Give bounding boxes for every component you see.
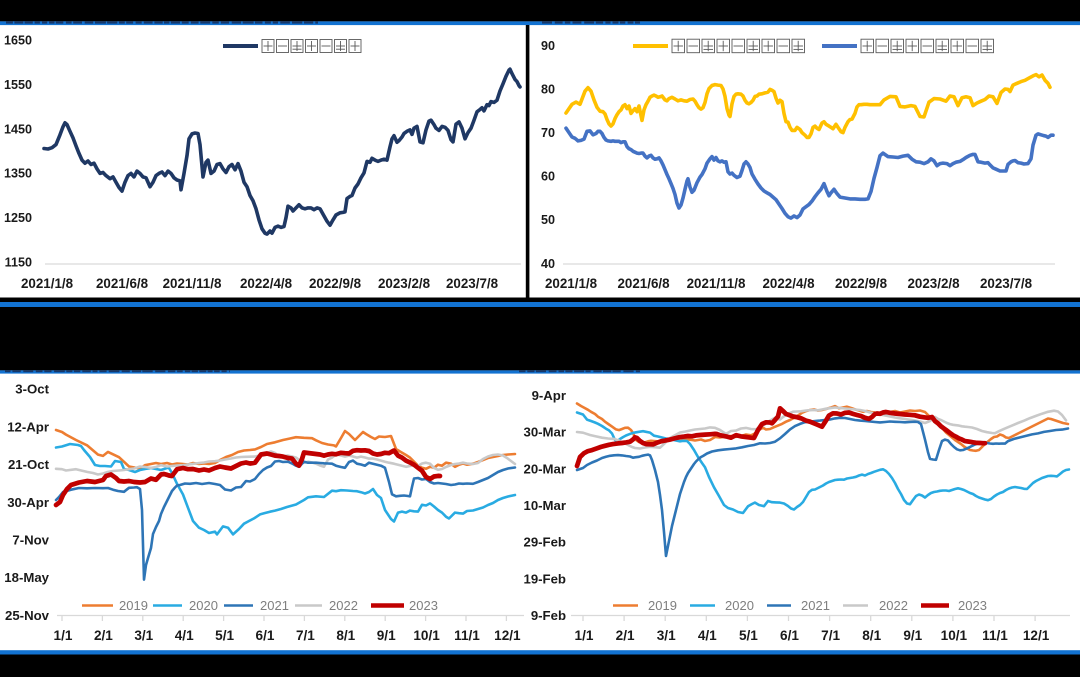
svg-text:50: 50 xyxy=(541,213,555,227)
svg-text:10/1: 10/1 xyxy=(941,628,968,643)
svg-text:1650: 1650 xyxy=(4,34,32,48)
svg-text:8/1: 8/1 xyxy=(862,628,881,643)
svg-text:5/1: 5/1 xyxy=(215,628,234,643)
svg-text:4/1: 4/1 xyxy=(698,628,717,643)
svg-text:18-May: 18-May xyxy=(4,570,49,585)
svg-text:20-Mar: 20-Mar xyxy=(523,461,566,476)
svg-text:9/1: 9/1 xyxy=(377,628,396,643)
svg-text:12/1: 12/1 xyxy=(1023,628,1050,643)
svg-text:90: 90 xyxy=(541,39,555,53)
svg-text:25-Nov: 25-Nov xyxy=(5,608,50,623)
svg-text:2021: 2021 xyxy=(801,598,830,613)
svg-text:1/1: 1/1 xyxy=(54,628,73,643)
svg-text:6/1: 6/1 xyxy=(256,628,275,643)
svg-text:2022/4/8: 2022/4/8 xyxy=(240,276,293,291)
svg-text:2019: 2019 xyxy=(119,598,148,613)
svg-text:60: 60 xyxy=(541,170,555,184)
svg-text:11/1: 11/1 xyxy=(454,628,480,643)
svg-text:2022: 2022 xyxy=(879,598,908,613)
svg-text:11/1: 11/1 xyxy=(982,628,1008,643)
svg-text:2023: 2023 xyxy=(958,598,987,613)
svg-text:2021/6/8: 2021/6/8 xyxy=(617,276,670,291)
svg-text:9-Apr: 9-Apr xyxy=(532,388,566,403)
svg-text:21-Oct: 21-Oct xyxy=(8,457,50,472)
svg-text:3/1: 3/1 xyxy=(657,628,676,643)
svg-text:5/1: 5/1 xyxy=(739,628,758,643)
svg-text:2023: 2023 xyxy=(409,598,438,613)
svg-text:2019: 2019 xyxy=(648,598,677,613)
svg-text:30-Apr: 30-Apr xyxy=(7,495,49,510)
svg-text:10/1: 10/1 xyxy=(413,628,440,643)
svg-text:2023/7/8: 2023/7/8 xyxy=(980,276,1033,291)
svg-text:29-Feb: 29-Feb xyxy=(523,535,566,550)
svg-text:30-Mar: 30-Mar xyxy=(523,425,566,440)
svg-text:2023/7/8: 2023/7/8 xyxy=(446,276,499,291)
svg-text:7-Nov: 7-Nov xyxy=(12,533,49,548)
svg-text:2022/4/8: 2022/4/8 xyxy=(762,276,815,291)
svg-text:6/1: 6/1 xyxy=(780,628,799,643)
svg-text:4/1: 4/1 xyxy=(175,628,194,643)
svg-text:2021/6/8: 2021/6/8 xyxy=(96,276,149,291)
svg-text:12-Apr: 12-Apr xyxy=(7,419,49,434)
svg-text:2022: 2022 xyxy=(329,598,358,613)
svg-text:7/1: 7/1 xyxy=(296,628,315,643)
svg-text:3-Oct: 3-Oct xyxy=(15,382,49,397)
svg-text:2022/9/8: 2022/9/8 xyxy=(309,276,362,291)
svg-text:2021: 2021 xyxy=(260,598,289,613)
svg-text:2/1: 2/1 xyxy=(94,628,113,643)
svg-text:2020: 2020 xyxy=(189,598,218,613)
svg-text:1350: 1350 xyxy=(4,167,32,181)
svg-text:10-Mar: 10-Mar xyxy=(523,498,566,513)
svg-text:2/1: 2/1 xyxy=(616,628,635,643)
svg-text:80: 80 xyxy=(541,82,555,96)
svg-text:9-Feb: 9-Feb xyxy=(531,608,566,623)
svg-text:1450: 1450 xyxy=(4,122,32,136)
svg-text:1/1: 1/1 xyxy=(575,628,594,643)
svg-text:12/1: 12/1 xyxy=(494,628,521,643)
svg-text:70: 70 xyxy=(541,126,555,140)
svg-text:2021/11/8: 2021/11/8 xyxy=(163,276,222,291)
svg-text:2023/2/8: 2023/2/8 xyxy=(378,276,431,291)
svg-text:1550: 1550 xyxy=(4,78,32,92)
svg-text:1250: 1250 xyxy=(4,211,32,225)
svg-text:3/1: 3/1 xyxy=(134,628,153,643)
svg-text:19-Feb: 19-Feb xyxy=(523,572,566,587)
svg-text:2023/2/8: 2023/2/8 xyxy=(907,276,960,291)
svg-text:2021/1/8: 2021/1/8 xyxy=(21,276,74,291)
svg-text:40: 40 xyxy=(541,257,555,271)
svg-text:7/1: 7/1 xyxy=(821,628,840,643)
svg-text:2020: 2020 xyxy=(725,598,754,613)
svg-text:8/1: 8/1 xyxy=(336,628,355,643)
svg-text:1150: 1150 xyxy=(5,255,32,269)
svg-text:2021/11/8: 2021/11/8 xyxy=(687,276,746,291)
svg-text:9/1: 9/1 xyxy=(903,628,922,643)
svg-text:2021/1/8: 2021/1/8 xyxy=(545,276,598,291)
svg-text:2022/9/8: 2022/9/8 xyxy=(835,276,888,291)
